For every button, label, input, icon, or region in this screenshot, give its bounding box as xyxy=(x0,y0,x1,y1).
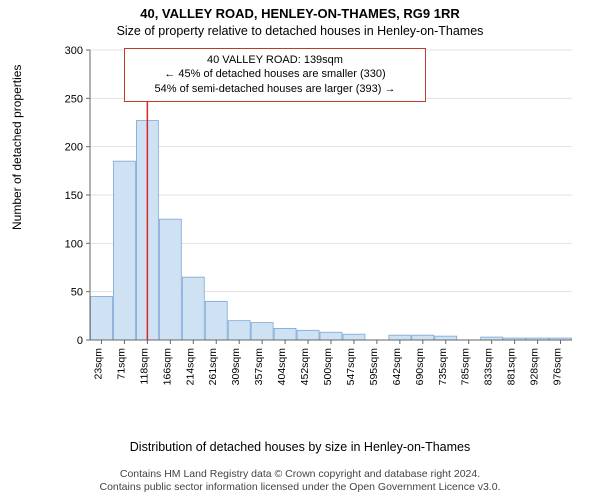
x-tick-label: 118sqm xyxy=(138,348,150,385)
y-axis-label: Number of detached properties xyxy=(10,65,24,230)
annotation-box: 40 VALLEY ROAD: 139sqm ← 45% of detached… xyxy=(124,48,426,102)
x-tick-label: 500sqm xyxy=(322,348,334,386)
annotation-line3: 54% of semi-detached houses are larger (… xyxy=(155,83,396,95)
x-tick-label: 735sqm xyxy=(437,348,449,386)
histogram-bar xyxy=(228,321,250,340)
x-tick-label: 404sqm xyxy=(276,348,288,386)
x-tick-label: 976sqm xyxy=(552,348,564,386)
x-tick-label: 595sqm xyxy=(368,348,380,386)
x-axis-label: Distribution of detached houses by size … xyxy=(0,440,600,454)
histogram-bar xyxy=(113,161,135,340)
histogram-bar xyxy=(274,328,296,340)
x-tick-label: 261sqm xyxy=(207,348,219,386)
x-tick-label: 452sqm xyxy=(299,348,311,386)
attribution: Contains HM Land Registry data © Crown c… xyxy=(0,468,600,494)
x-tick-label: 309sqm xyxy=(230,348,242,386)
y-tick-label: 150 xyxy=(65,190,83,202)
histogram-bar xyxy=(435,336,457,340)
histogram-bar xyxy=(159,219,181,340)
x-tick-label: 23sqm xyxy=(92,348,104,380)
x-tick-label: 547sqm xyxy=(345,348,357,386)
y-tick-label: 50 xyxy=(71,287,83,299)
y-tick-label: 100 xyxy=(65,238,83,250)
y-tick-label: 200 xyxy=(65,142,83,154)
histogram-bar xyxy=(205,301,227,340)
histogram-bar xyxy=(91,297,113,341)
x-tick-label: 690sqm xyxy=(414,348,426,386)
histogram-bar xyxy=(251,323,273,340)
y-tick-label: 0 xyxy=(77,335,83,347)
histogram-bar xyxy=(182,277,204,340)
y-tick-label: 250 xyxy=(65,93,83,105)
x-tick-label: 357sqm xyxy=(253,348,265,386)
histogram-bar xyxy=(412,335,434,340)
attrib-line1: Contains HM Land Registry data © Crown c… xyxy=(120,468,480,480)
x-tick-label: 881sqm xyxy=(506,348,518,386)
histogram-bar xyxy=(343,334,365,340)
annotation-line2: ← 45% of detached houses are smaller (33… xyxy=(164,68,385,80)
x-tick-label: 71sqm xyxy=(115,348,127,380)
x-tick-label: 928sqm xyxy=(529,348,541,386)
x-tick-label: 785sqm xyxy=(460,348,472,386)
title-subtitle: Size of property relative to detached ho… xyxy=(0,24,600,38)
x-tick-label: 833sqm xyxy=(483,348,495,386)
title-address: 40, VALLEY ROAD, HENLEY-ON-THAMES, RG9 1… xyxy=(0,6,600,21)
chart-container: 40, VALLEY ROAD, HENLEY-ON-THAMES, RG9 1… xyxy=(0,0,600,500)
x-tick-label: 166sqm xyxy=(161,348,173,386)
histogram-bar xyxy=(320,332,342,340)
x-tick-label: 642sqm xyxy=(391,348,403,386)
histogram-bar xyxy=(297,330,319,340)
x-tick-label: 214sqm xyxy=(184,348,196,386)
histogram-bar xyxy=(389,335,411,340)
attrib-line2: Contains public sector information licen… xyxy=(100,481,501,493)
y-tick-label: 300 xyxy=(65,45,83,57)
annotation-line1: 40 VALLEY ROAD: 139sqm xyxy=(207,54,343,66)
